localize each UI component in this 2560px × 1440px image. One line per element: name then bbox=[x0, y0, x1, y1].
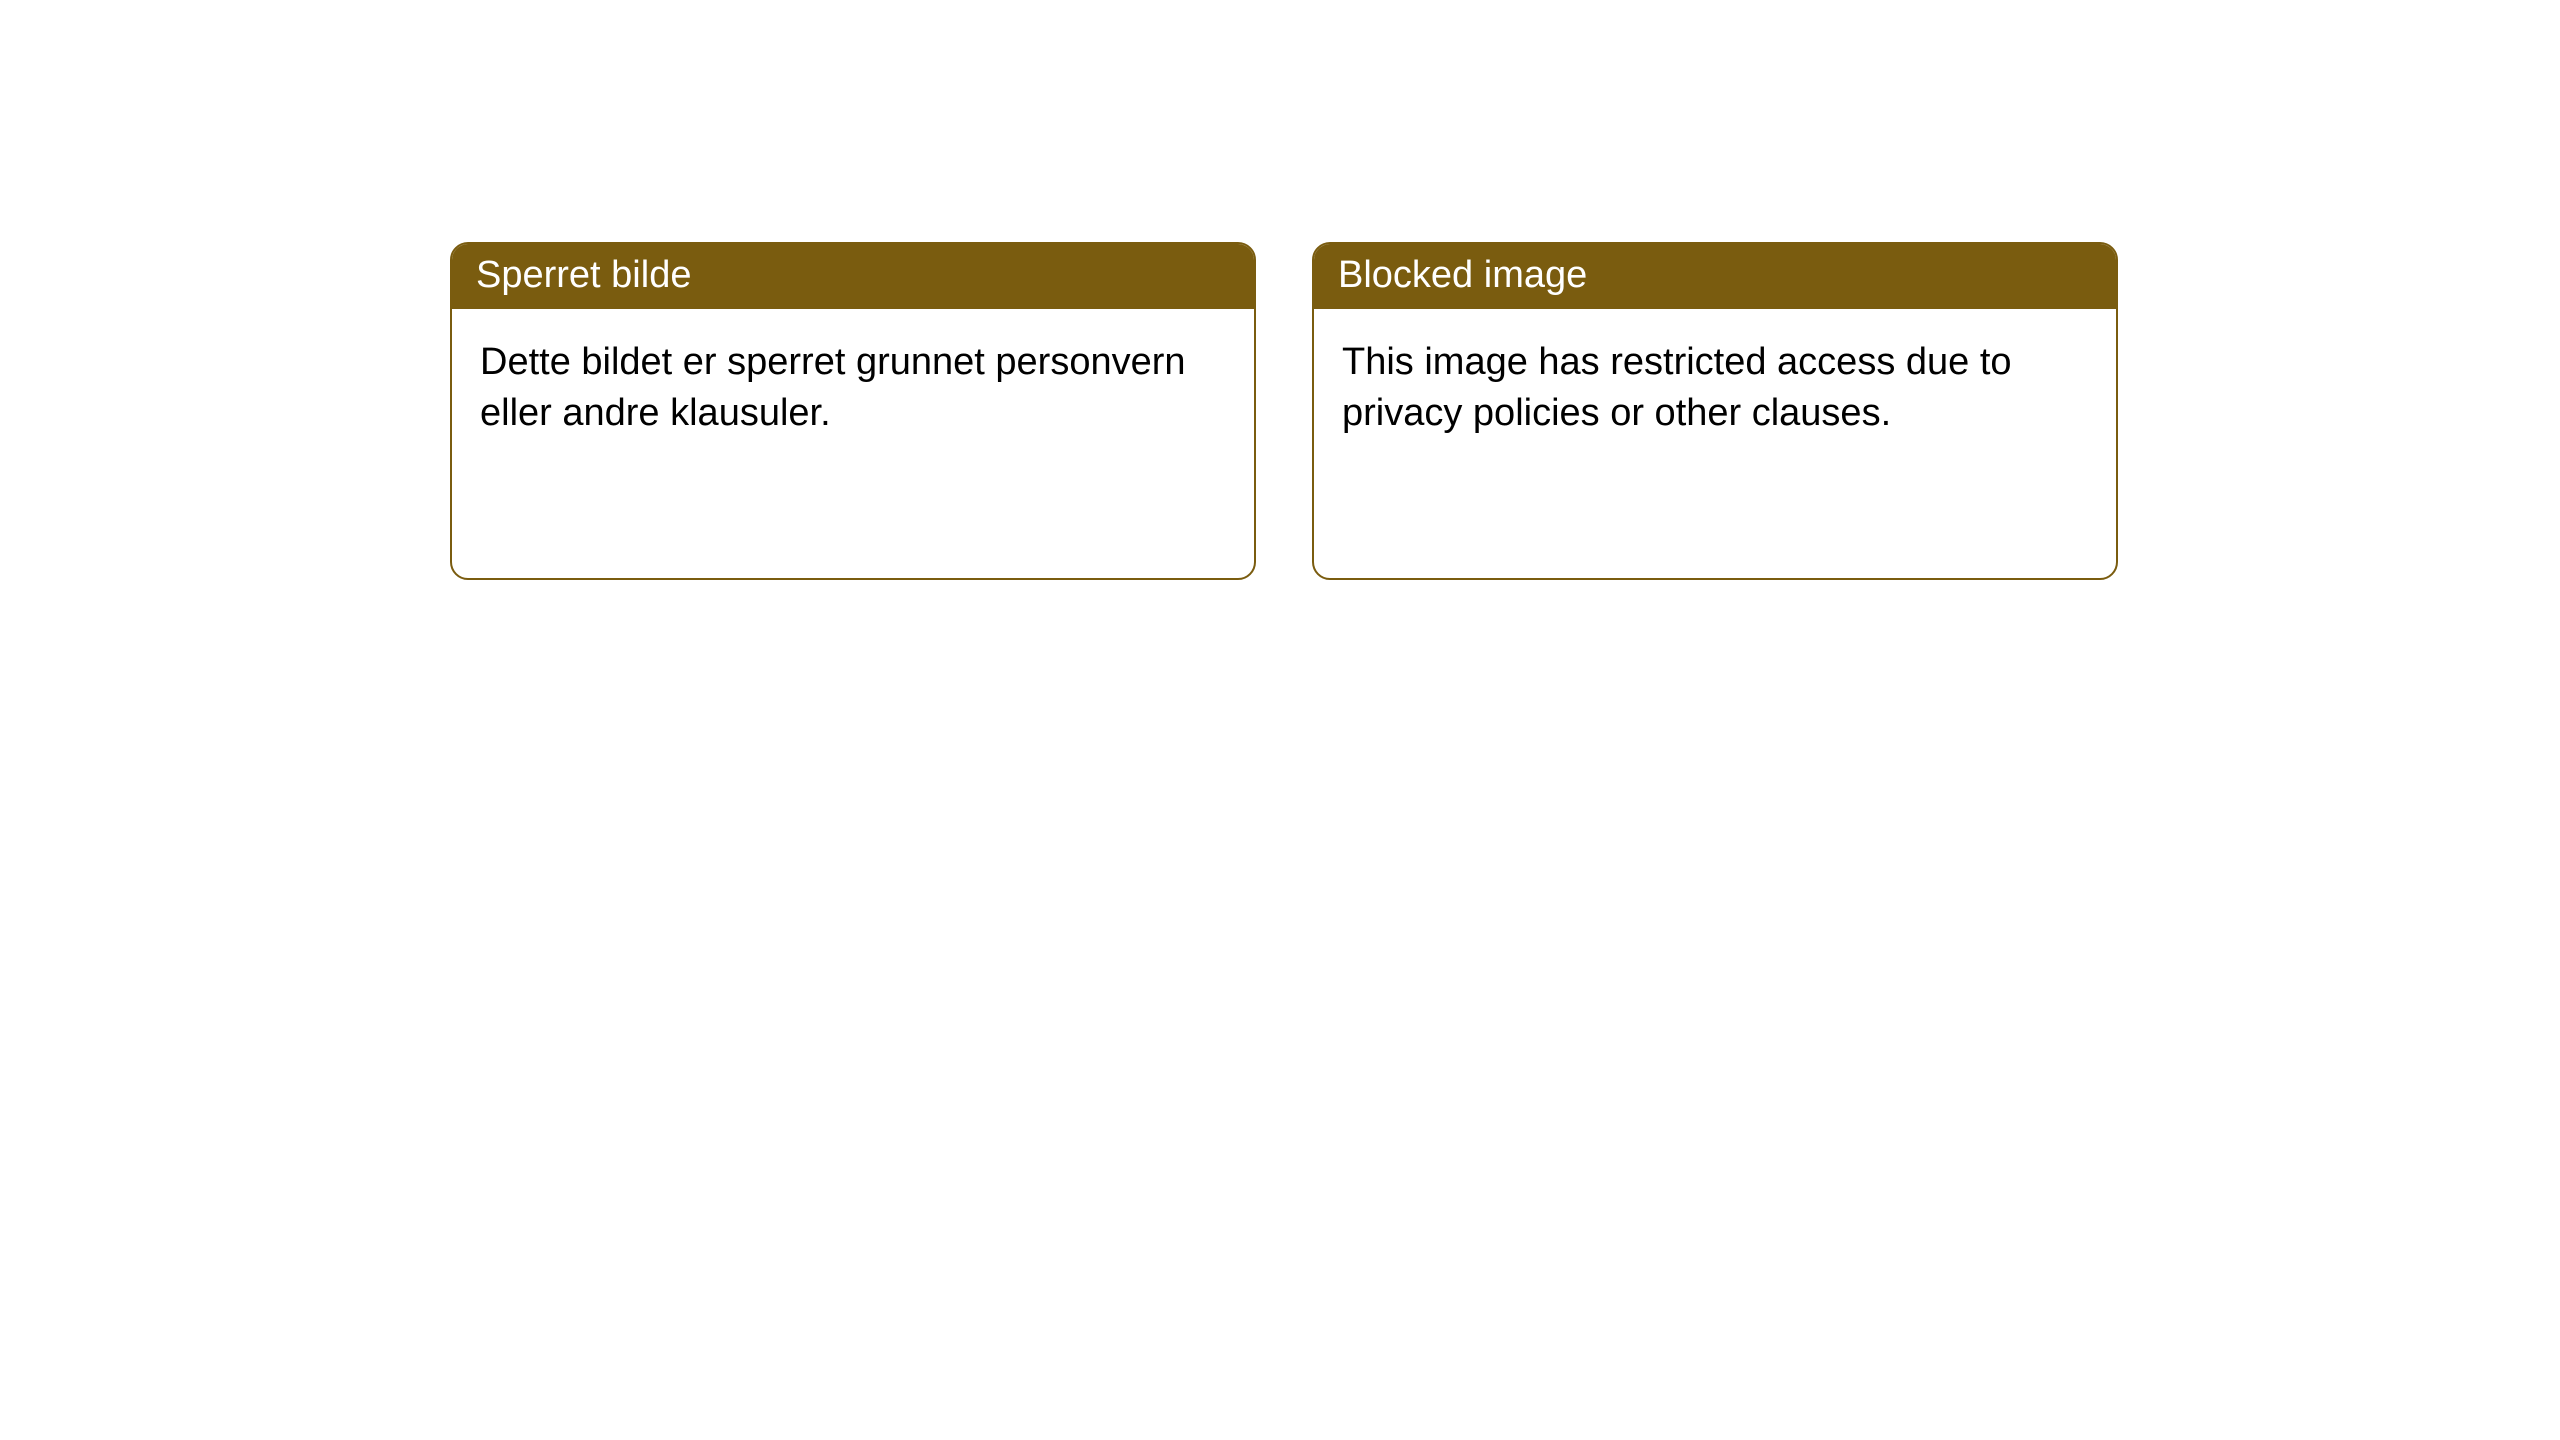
notice-card-english: Blocked image This image has restricted … bbox=[1312, 242, 2118, 580]
card-header: Sperret bilde bbox=[452, 244, 1254, 309]
notice-cards-container: Sperret bilde Dette bildet er sperret gr… bbox=[450, 242, 2118, 580]
card-body: Dette bildet er sperret grunnet personve… bbox=[452, 309, 1254, 468]
card-body: This image has restricted access due to … bbox=[1314, 309, 2116, 468]
notice-card-norwegian: Sperret bilde Dette bildet er sperret gr… bbox=[450, 242, 1256, 580]
card-header: Blocked image bbox=[1314, 244, 2116, 309]
